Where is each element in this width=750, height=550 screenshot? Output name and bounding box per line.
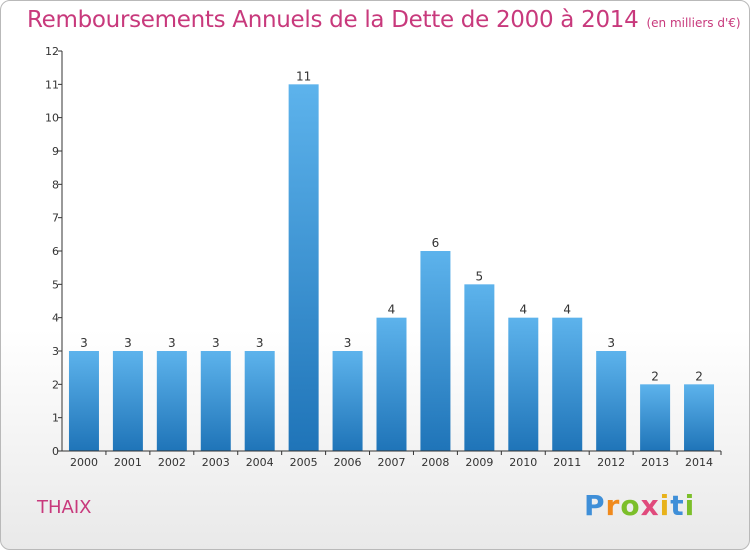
data-label: 3 bbox=[344, 336, 352, 350]
x-tick-label: 2001 bbox=[114, 456, 142, 469]
proxiti-logo: Proxiti bbox=[584, 489, 696, 522]
data-label: 3 bbox=[168, 336, 176, 350]
x-tick-label: 2006 bbox=[334, 456, 362, 469]
x-tick-label: 2005 bbox=[290, 456, 318, 469]
bar-2003 bbox=[200, 351, 231, 451]
x-tick-label: 2003 bbox=[202, 456, 230, 469]
bar-2011 bbox=[552, 317, 583, 451]
bar-2007 bbox=[376, 317, 407, 451]
bar-2005 bbox=[288, 84, 319, 451]
x-tick-label: 2007 bbox=[378, 456, 406, 469]
y-tick-label: 4 bbox=[52, 312, 59, 325]
y-tick-label: 1 bbox=[52, 412, 59, 425]
data-label: 4 bbox=[388, 303, 396, 317]
data-label: 3 bbox=[256, 336, 264, 350]
y-tick-label: 12 bbox=[45, 45, 59, 58]
data-label: 2 bbox=[651, 369, 659, 383]
x-tick-label: 2012 bbox=[597, 456, 625, 469]
y-tick-label: 8 bbox=[52, 178, 59, 191]
data-label: 3 bbox=[124, 336, 132, 350]
bar-2001 bbox=[112, 351, 143, 451]
data-label: 3 bbox=[607, 336, 615, 350]
bar-2012 bbox=[596, 351, 627, 451]
x-tick-label: 2010 bbox=[509, 456, 537, 469]
chart-title: Remboursements Annuels de la Dette de 20… bbox=[27, 7, 741, 33]
data-label: 6 bbox=[432, 236, 440, 250]
y-tick-label: 7 bbox=[52, 212, 59, 225]
data-label: 5 bbox=[476, 269, 484, 283]
data-label: 4 bbox=[563, 303, 571, 317]
chart-subtitle: (en milliers d'€) bbox=[646, 16, 741, 30]
bar-2013 bbox=[640, 384, 671, 451]
data-label: 3 bbox=[80, 336, 88, 350]
commune-name: THAIX bbox=[37, 497, 92, 518]
bar-2010 bbox=[508, 317, 539, 451]
data-label: 2 bbox=[695, 369, 703, 383]
bar-2004 bbox=[244, 351, 275, 451]
y-tick-label: 6 bbox=[52, 245, 59, 258]
y-tick-label: 0 bbox=[52, 445, 59, 458]
chart-title-text: Remboursements Annuels de la Dette de 20… bbox=[27, 7, 639, 33]
bar-2006 bbox=[332, 351, 363, 451]
bar-2014 bbox=[684, 384, 715, 451]
y-tick-label: 10 bbox=[45, 112, 59, 125]
x-tick-label: 2011 bbox=[553, 456, 581, 469]
x-tick-label: 2014 bbox=[685, 456, 713, 469]
x-tick-label: 2002 bbox=[158, 456, 186, 469]
y-tick-label: 9 bbox=[52, 145, 59, 158]
x-tick-label: 2008 bbox=[421, 456, 449, 469]
x-tick-label: 2009 bbox=[465, 456, 493, 469]
data-label: 3 bbox=[212, 336, 220, 350]
bar-2008 bbox=[420, 251, 451, 451]
y-tick-label: 11 bbox=[45, 78, 59, 91]
bar-2002 bbox=[156, 351, 187, 451]
x-tick-label: 2004 bbox=[246, 456, 274, 469]
bar-2000 bbox=[68, 351, 99, 451]
y-tick-label: 2 bbox=[52, 378, 59, 391]
x-tick-label: 2000 bbox=[70, 456, 98, 469]
data-label: 11 bbox=[296, 69, 311, 83]
y-tick-label: 3 bbox=[52, 345, 59, 358]
y-tick-label: 5 bbox=[52, 278, 59, 291]
data-label: 4 bbox=[519, 303, 527, 317]
bar-2009 bbox=[464, 284, 495, 451]
x-tick-label: 2013 bbox=[641, 456, 669, 469]
